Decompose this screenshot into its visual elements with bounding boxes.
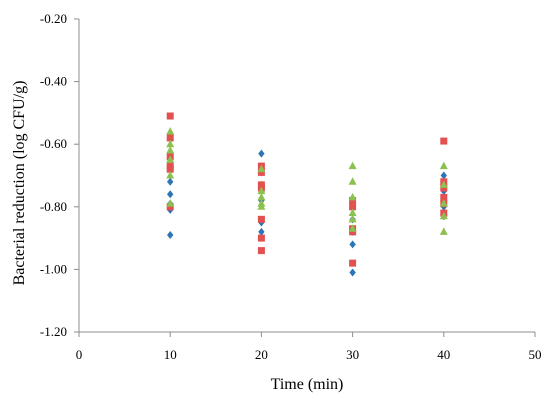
data-point-triangle bbox=[348, 192, 357, 201]
x-tick-label: 0 bbox=[76, 347, 83, 362]
data-point-square bbox=[349, 203, 357, 211]
data-point-diamond bbox=[440, 171, 447, 180]
data-point-square bbox=[349, 259, 357, 267]
data-point-diamond bbox=[258, 149, 265, 158]
data-point-triangle bbox=[439, 180, 448, 188]
data-point-triangle bbox=[348, 214, 357, 223]
x-axis-title: Time (min) bbox=[271, 376, 344, 393]
data-point-triangle bbox=[166, 199, 175, 207]
data-point-triangle bbox=[166, 127, 175, 135]
data-point-square bbox=[349, 228, 357, 236]
data-point-triangle bbox=[166, 139, 175, 148]
data-point-triangle bbox=[166, 145, 175, 154]
data-point-square bbox=[440, 184, 448, 192]
y-tick-label: -1.00 bbox=[40, 261, 67, 276]
y-tick-label: -0.20 bbox=[40, 11, 67, 26]
data-point-square bbox=[166, 203, 174, 211]
x-tick-label: 30 bbox=[346, 347, 359, 362]
data-point-triangle bbox=[439, 211, 448, 220]
y-tick-label: -0.40 bbox=[40, 74, 67, 89]
data-point-square bbox=[257, 215, 265, 223]
data-point-triangle bbox=[257, 186, 266, 195]
data-point-square bbox=[349, 197, 357, 205]
y-tick-label: -1.20 bbox=[40, 324, 67, 339]
y-tick-label: -0.80 bbox=[40, 199, 67, 214]
data-point-diamond bbox=[349, 240, 356, 249]
x-tick-label: 40 bbox=[437, 347, 450, 362]
x-tick-label: 10 bbox=[164, 347, 177, 362]
data-point-triangle bbox=[166, 171, 175, 179]
data-point-square bbox=[257, 168, 265, 176]
data-point-triangle bbox=[166, 155, 175, 163]
y-axis-title: Bacterial reduction (log CFU/g) bbox=[11, 81, 28, 286]
x-tick-label: 50 bbox=[529, 347, 542, 362]
data-point-triangle bbox=[348, 208, 357, 217]
data-point-diamond bbox=[258, 227, 265, 236]
axis-tick-marks bbox=[74, 18, 536, 337]
data-point-diamond bbox=[349, 268, 356, 277]
data-point-triangle bbox=[439, 227, 448, 235]
data-point-square bbox=[166, 112, 174, 120]
data-point-square bbox=[166, 165, 174, 173]
data-points bbox=[166, 112, 448, 277]
x-tick-label: 20 bbox=[255, 347, 268, 362]
x-tick-labels: 0 10 20 30 40 50 bbox=[76, 347, 542, 362]
data-point-diamond bbox=[167, 177, 174, 186]
data-point-triangle bbox=[257, 192, 266, 201]
data-point-triangle bbox=[439, 199, 448, 207]
data-point-square bbox=[440, 193, 448, 201]
data-point-diamond bbox=[167, 230, 174, 239]
data-point-square bbox=[257, 234, 265, 242]
data-point-diamond bbox=[167, 190, 174, 199]
data-point-square bbox=[166, 134, 174, 142]
data-point-triangle bbox=[257, 164, 266, 173]
data-point-triangle bbox=[348, 161, 357, 170]
y-tick-label: -0.60 bbox=[40, 136, 67, 151]
data-point-triangle bbox=[439, 161, 448, 170]
data-point-square bbox=[440, 137, 448, 145]
data-point-triangle bbox=[348, 224, 357, 232]
y-tick-labels: -1.20 -1.00 -0.80 -0.60 -0.40 -0.20 bbox=[40, 11, 67, 339]
data-point-triangle bbox=[348, 177, 357, 185]
data-point-square bbox=[257, 247, 265, 255]
data-point-triangle bbox=[257, 202, 266, 210]
